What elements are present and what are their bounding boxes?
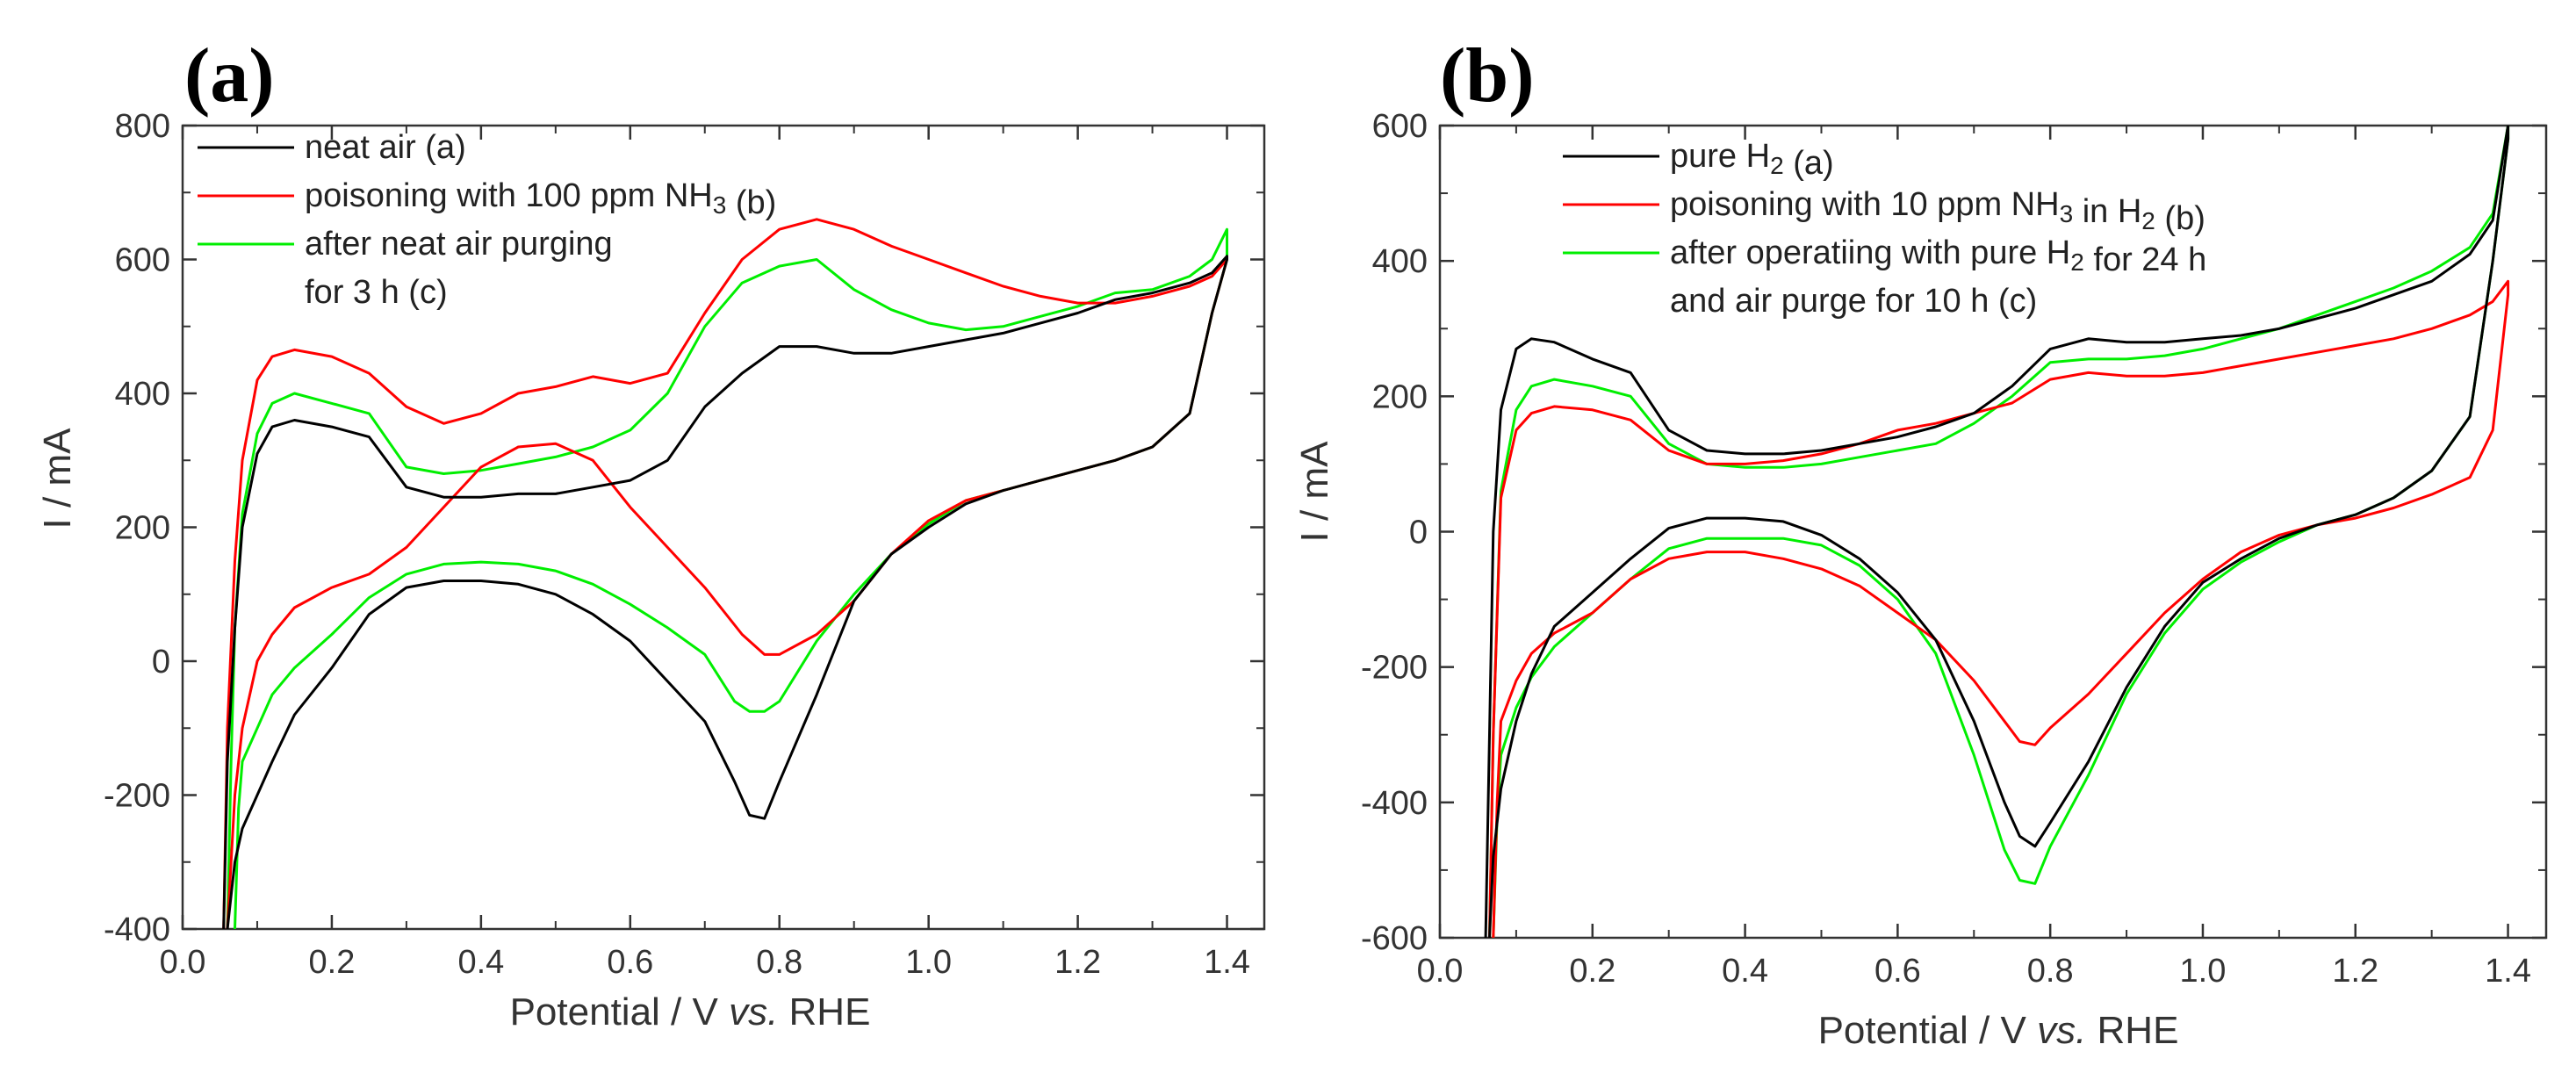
x-tick-label: 0.4 [1722, 953, 1768, 990]
legend-label-line2: and air purge for 10 h (c) [1670, 283, 2037, 320]
x-tick-label: 1.2 [1054, 944, 1101, 981]
y-tick-label: 600 [115, 242, 170, 279]
y-tick-label: 800 [115, 108, 170, 145]
panel-label-a: (a) [184, 33, 275, 119]
y-tick-label: -400 [104, 911, 170, 948]
legend-a: neat air (a) poisoning with 100 ppm NH3 (… [198, 129, 776, 311]
series-line-1 [222, 255, 1228, 929]
x-tick-label: 0.8 [2027, 953, 2074, 990]
y-tick-label: 0 [1409, 515, 1428, 551]
x-tick-label: 0.2 [309, 944, 356, 981]
y-tick-label: 400 [1372, 243, 1428, 280]
x-axis-label-a: Potential / V vs. RHE [510, 990, 871, 1033]
x-tick-label: 0.2 [1569, 953, 1615, 990]
y-tick-label: 400 [115, 376, 170, 413]
legend-label: pure H2 (a) [1670, 138, 1834, 182]
x-tick-label: 1.2 [2332, 953, 2378, 990]
x-axis-label-b: Potential / V vs. RHE [1818, 1009, 2179, 1052]
x-tick-label: 1.0 [2180, 953, 2227, 990]
y-tick-label: 200 [1372, 378, 1428, 415]
y-tick-label: -400 [1361, 785, 1428, 822]
chart-panel-a: 0.0 0.2 0.4 0.6 0.8 1.0 1.2 1.4 -400 -200 0 200 400 6… [104, 108, 1266, 981]
x-tick-label: 1.4 [2485, 953, 2531, 990]
series-line-1 [1484, 126, 2510, 938]
legend-label: after neat air purging [305, 226, 613, 263]
x-tick-label: 1.0 [905, 944, 952, 981]
x-tick-label: 1.4 [1204, 944, 1250, 981]
legend-b: pure H2 (a)poisoning with 10 ppm NH3 in … [1563, 138, 2206, 320]
legend-label: poisoning with 100 ppm NH3 (b) [305, 177, 776, 221]
legend-label: poisoning with 10 ppm NH3 in H2 (b) [1670, 186, 2205, 237]
x-tick-label: 0.6 [607, 944, 653, 981]
y-tick-label: 0 [152, 644, 170, 681]
x-tick-label: 0.0 [1417, 953, 1464, 990]
legend-label: after operatiing with pure H2 for 24 h [1670, 234, 2206, 278]
x-tick-label: 0.6 [1874, 953, 1921, 990]
y-tick-label: 600 [1372, 108, 1428, 145]
legend-label: neat air (a) [305, 129, 466, 166]
y-tick-label: -600 [1361, 920, 1428, 957]
x-tick-label: 0.4 [457, 944, 504, 981]
y-tick-label: 200 [115, 510, 170, 547]
series-line-2 [1488, 279, 2510, 938]
panel-label-b: (b) [1440, 33, 1535, 119]
y-axis-label-a: I / mA [36, 428, 79, 529]
x-tick-label: 0.0 [160, 944, 206, 981]
y-tick-label: -200 [1361, 650, 1428, 687]
series-line-2 [222, 218, 1228, 929]
y-axis-label-b: I / mA [1293, 441, 1336, 543]
series-line-3 [226, 227, 1228, 929]
x-tick-label: 0.8 [756, 944, 802, 981]
legend-label-line2: for 3 h (c) [305, 274, 448, 311]
y-tick-label: -200 [104, 778, 170, 815]
chart-panel-b: 0.0 0.2 0.4 0.6 0.8 1.0 1.2 1.4 -600 -400 -200 0 200… [1361, 108, 2548, 990]
